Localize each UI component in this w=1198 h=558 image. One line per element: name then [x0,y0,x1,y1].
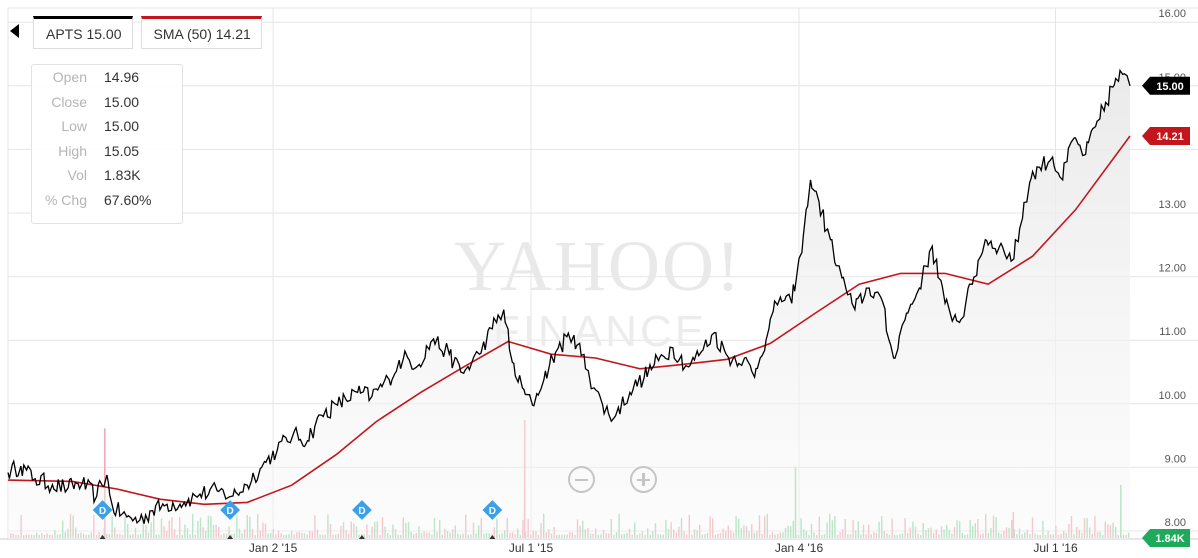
ohlc-label: Close [51,93,87,110]
x-axis-ticks: Jan 2 '15 Jul 1 '15 Jan 4 '16 Jul 1 '16 [249,541,1078,555]
volume-badge-text: 1.84K [1155,533,1184,545]
event-tick [358,535,365,539]
dividend-marker-label: D [99,506,106,517]
ohlc-label: Low [61,118,87,135]
x-tick-label: Jan 4 '16 [775,541,824,555]
legend-ticker[interactable]: APTS 15.00 [33,16,133,49]
ohlc-label: High [58,142,87,159]
ohlc-value: 14.96 [104,69,140,86]
y-tick-label: 8.00 [1165,517,1186,529]
zoom-in-icon[interactable] [630,466,657,493]
value-badges: 15.00 14.21 1.84K [1142,76,1190,547]
price-badge-text: 15.00 [1156,81,1184,93]
event-tick [99,535,106,539]
dividend-marker-label: D [489,506,496,517]
dividend-marker-label: D [226,506,233,517]
ohlc-value: 15.00 [104,93,140,110]
zoom-out-icon[interactable] [568,466,595,493]
x-tick-label: Jul 1 '16 [1033,541,1078,555]
ohlc-label: Open [52,69,87,86]
ohlc-row-open: Open 14.96 [32,65,182,90]
price-area [8,70,1130,539]
y-tick-label: 13.00 [1158,199,1186,211]
y-tick-label: 10.00 [1158,390,1186,402]
ohlc-label: Vol [67,167,87,184]
sma-badge: 14.21 [1142,127,1190,146]
event-tick [227,535,234,539]
ohlc-tooltip: Open 14.96 Close 15.00 Low 15.00 High 15.05 … [31,64,183,224]
volume-badge: 1.84K [1142,529,1190,547]
scroll-left-icon[interactable] [10,24,19,38]
legend: APTS 15.00 SMA (50) 14.21 [0,16,270,50]
price-line [7,68,1131,525]
ohlc-row-chg: % Chg 67.60% [32,188,182,213]
legend-sma-label: SMA (50) 14.21 [153,26,251,42]
ohlc-row-vol: Vol 1.83K [32,163,182,188]
ohlc-row-low: Low 15.00 [32,114,182,139]
y-tick-label: 16.00 [1158,8,1186,20]
sma-badge-text: 14.21 [1156,131,1184,143]
y-tick-label: 11.00 [1159,326,1186,338]
ohlc-value: 15.05 [104,142,140,159]
y-tick-label: 9.00 [1165,453,1186,465]
dividend-marker-label: D [358,506,365,517]
ohlc-label: % Chg [44,191,87,208]
ohlc-value: 1.83K [104,167,141,184]
price-badge: 15.00 [1142,76,1190,95]
watermark-finance: FINANCE [493,307,707,356]
dividend-marker-icon[interactable]: D [482,500,503,520]
x-tick-label: Jul 1 '15 [509,541,554,555]
ohlc-row-high: High 15.05 [32,139,182,164]
ohlc-value: 15.00 [104,118,140,135]
legend-sma[interactable]: SMA (50) 14.21 [140,16,262,49]
event-tick [489,535,496,539]
x-tick-label: Jan 2 '15 [249,541,298,555]
ohlc-value: 67.60% [104,191,152,208]
dividend-marker-icon[interactable]: D [352,500,372,520]
legend-ticker-label: APTS 15.00 [46,26,122,42]
ohlc-row-close: Close 15.00 [32,90,182,115]
watermark-yahoo: YAHOO! [454,226,742,306]
y-tick-label: 12.00 [1158,263,1186,275]
